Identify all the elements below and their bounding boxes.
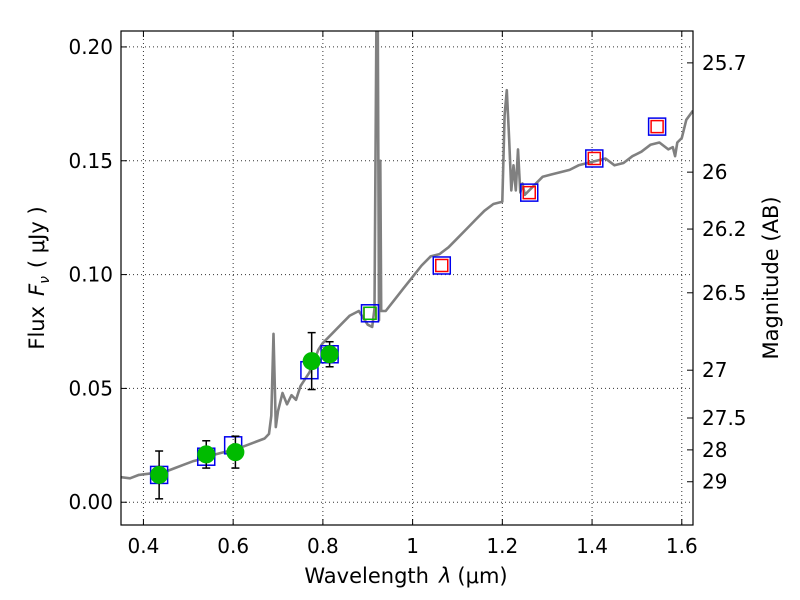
x-tick-label: 1 (406, 534, 419, 558)
red-square-marker (650, 119, 664, 134)
y2-tick-label: 26.2 (702, 217, 747, 241)
x-tick-label: 1.6 (666, 534, 698, 558)
y2-tick-label: 28 (702, 438, 727, 462)
x-tick-label: 1.2 (486, 534, 518, 558)
y2-tick-label: 29 (702, 470, 727, 494)
green-square-marker (363, 306, 377, 321)
y-tick-label: 0.20 (68, 35, 113, 59)
y2-tick-label: 26 (702, 160, 727, 184)
photometry-point (302, 352, 321, 371)
photometry-point (226, 443, 245, 462)
y-tick-label: 0.15 (68, 149, 113, 173)
plot-frame (120, 30, 694, 526)
data-layer (121, 31, 693, 500)
blue-square-marker (647, 117, 667, 136)
x-axis-label: Wavelength λ (μm) (304, 564, 507, 588)
blue-square-marker (432, 256, 452, 275)
photometry-point (320, 345, 339, 364)
y-tick-label: 0.05 (68, 376, 113, 400)
blue-square-marker (520, 183, 539, 202)
x-tick-label: 0.4 (128, 534, 160, 558)
y-tick-label: 0.10 (68, 263, 113, 287)
x-tick-label: 0.8 (307, 534, 339, 558)
y2-tick-label: 27.5 (702, 406, 747, 430)
y2-tick-label: 25.7 (702, 51, 747, 75)
y-tick-label: 0.00 (68, 490, 113, 514)
spectrum-line (121, 31, 693, 480)
photometry-point (197, 445, 216, 464)
y2-tick-label: 27 (702, 358, 727, 382)
red-square-marker (587, 151, 602, 166)
tick-layer: 0.4 0.6 0.8 1 1.2 1.4 1.6 0.00 0.05 0.10 0.15 0.20 2… (68, 31, 747, 558)
x-tick-label: 0.6 (217, 534, 249, 558)
y-axis-label: FluxFν( μJy ) (25, 206, 53, 349)
red-square-marker (435, 258, 449, 273)
blue-square-marker (360, 304, 380, 323)
y2-axis-label: Magnitude (AB) (759, 196, 783, 359)
y2-tick-label: 26.5 (702, 281, 747, 305)
photometry-point (150, 465, 169, 484)
x-tick-label: 1.4 (576, 534, 608, 558)
red-square-marker (522, 185, 537, 200)
blue-square-marker (585, 149, 604, 168)
